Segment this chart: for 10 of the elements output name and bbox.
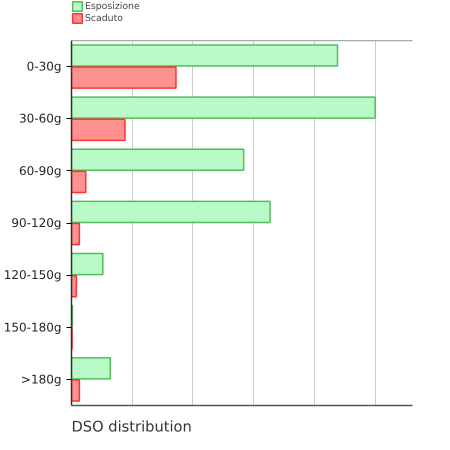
text: DSO distribution: [72, 418, 192, 436]
legend-label: Esposizione: [85, 0, 140, 12]
y-tick-label: 0-30g: [26, 60, 62, 74]
y-tick-label: >180g: [20, 372, 62, 386]
y-tick-label: 30-60g: [19, 112, 62, 126]
y-tick-label: 120-150g: [4, 268, 62, 282]
y-tick-label: 90-120g: [11, 216, 62, 230]
legend-label: Scaduto: [85, 12, 123, 24]
y-tick-label: 60-90g: [19, 164, 62, 178]
y-tick-label: 150-180g: [4, 320, 62, 334]
